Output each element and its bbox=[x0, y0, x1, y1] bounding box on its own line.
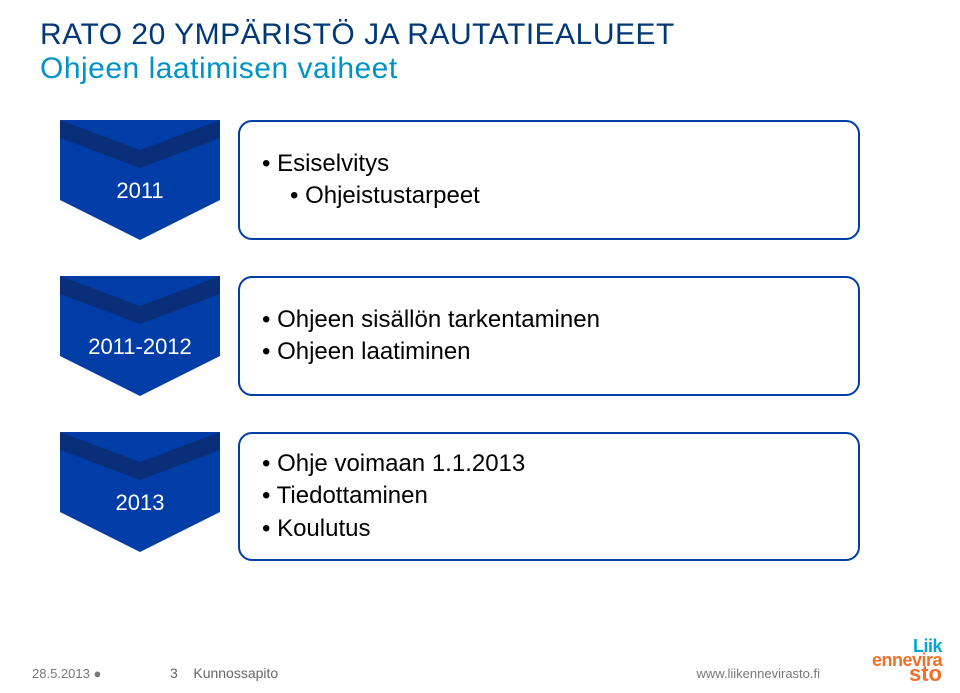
content-item: Koulutus bbox=[262, 513, 836, 545]
content-box: Ohje voimaan 1.1.2013TiedottaminenKoulut… bbox=[238, 432, 860, 561]
footer-url: www.liikennevirasto.fi bbox=[696, 666, 820, 681]
footer-center: 3 Kunnossapito bbox=[170, 665, 278, 681]
chevron-label: 2013 bbox=[60, 490, 220, 516]
footer-date: 28.5.2013 ● bbox=[32, 666, 101, 681]
footer: 28.5.2013 ● 3 Kunnossapito www.liikennev… bbox=[0, 647, 960, 693]
content-item: Ohjeen laatiminen bbox=[262, 336, 836, 368]
content-item: Ohjeen sisällön tarkentaminen bbox=[262, 304, 836, 336]
title-area: RATO 20 YMPÄRISTÖ JA RAUTATIEALUEET Ohje… bbox=[40, 18, 675, 86]
flow-rows: 2011 EsiselvitysOhjeistustarpeet 2011-201… bbox=[60, 120, 860, 597]
content-item: Esiselvitys bbox=[262, 148, 836, 180]
chevron-label: 2011 bbox=[60, 178, 220, 204]
footer-section: Kunnossapito bbox=[193, 665, 278, 681]
content-box: Ohjeen sisällön tarkentaminenOhjeen laat… bbox=[238, 276, 860, 396]
main-title: RATO 20 YMPÄRISTÖ JA RAUTATIEALUEET bbox=[40, 18, 675, 52]
flow-row: 2011 EsiselvitysOhjeistustarpeet bbox=[60, 120, 860, 240]
chevron: 2013 bbox=[60, 432, 220, 552]
logo-line3: sto bbox=[909, 663, 942, 685]
logo: Liik ennevira sto bbox=[872, 637, 942, 685]
footer-page: 3 bbox=[170, 665, 178, 681]
subtitle: Ohjeen laatimisen vaiheet bbox=[40, 52, 675, 86]
flow-row: 2013 Ohje voimaan 1.1.2013TiedottaminenKo… bbox=[60, 432, 860, 561]
chevron: 2011 bbox=[60, 120, 220, 240]
content-box: EsiselvitysOhjeistustarpeet bbox=[238, 120, 860, 240]
content-item: Tiedottaminen bbox=[262, 480, 836, 512]
flow-row: 2011-2012 Ohjeen sisällön tarkentaminenOh… bbox=[60, 276, 860, 396]
chevron-label: 2011-2012 bbox=[60, 334, 220, 360]
content-item: Ohje voimaan 1.1.2013 bbox=[262, 448, 836, 480]
slide: RATO 20 YMPÄRISTÖ JA RAUTATIEALUEET Ohje… bbox=[0, 0, 960, 693]
content-item: Ohjeistustarpeet bbox=[290, 180, 836, 212]
chevron: 2011-2012 bbox=[60, 276, 220, 396]
